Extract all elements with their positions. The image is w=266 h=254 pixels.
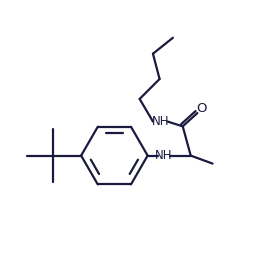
Text: NH: NH [152, 115, 170, 128]
Text: NH: NH [155, 149, 173, 162]
Text: O: O [197, 102, 207, 115]
